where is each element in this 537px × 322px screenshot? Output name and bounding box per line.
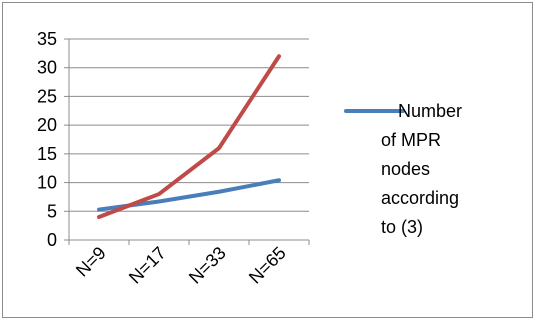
axes (64, 38, 310, 245)
legend-label-line: to (3) (381, 217, 423, 237)
y-tick-label: 20 (37, 115, 57, 135)
y-tick-label: 0 (47, 230, 57, 250)
data-point (278, 179, 280, 181)
data-point (98, 216, 100, 218)
data-point (98, 209, 100, 211)
y-tick-label: 30 (37, 58, 57, 78)
legend-label-line: according (381, 188, 459, 208)
legend: Number of MPR nodes according to (3) (344, 101, 462, 237)
grid-lines (69, 38, 309, 212)
series-lines (97, 54, 281, 220)
line-chart: 0 5 10 15 20 25 30 35 N=9 N=17 N=33 N=65 Number of … (37, 29, 462, 288)
series-line-2 (97, 54, 281, 220)
y-tick-label: 25 (37, 86, 57, 106)
x-tick-label: N=9 (72, 243, 110, 281)
legend-label-line: of MPR (381, 130, 441, 150)
legend-label-line: nodes (381, 159, 430, 179)
y-tick-label: 15 (37, 144, 57, 164)
data-point (218, 191, 220, 193)
data-point (158, 193, 160, 195)
y-tick-label: 5 (47, 201, 57, 221)
data-point (278, 55, 280, 57)
x-tick-label: N=33 (185, 243, 230, 288)
x-tick-label: N=65 (245, 243, 290, 288)
x-tick-labels: N=9 N=17 N=33 N=65 (72, 243, 290, 288)
y-tick-label: 10 (37, 173, 57, 193)
legend-label-line: Number (398, 101, 462, 121)
y-tick-labels: 0 5 10 15 20 25 30 35 (37, 29, 57, 250)
data-point (218, 147, 220, 149)
y-tick-label: 35 (37, 29, 57, 49)
data-point (158, 201, 160, 203)
x-tick-label: N=17 (125, 243, 170, 288)
chart-frame: 0 5 10 15 20 25 30 35 N=9 N=17 N=33 N=65 Number of … (2, 2, 533, 318)
